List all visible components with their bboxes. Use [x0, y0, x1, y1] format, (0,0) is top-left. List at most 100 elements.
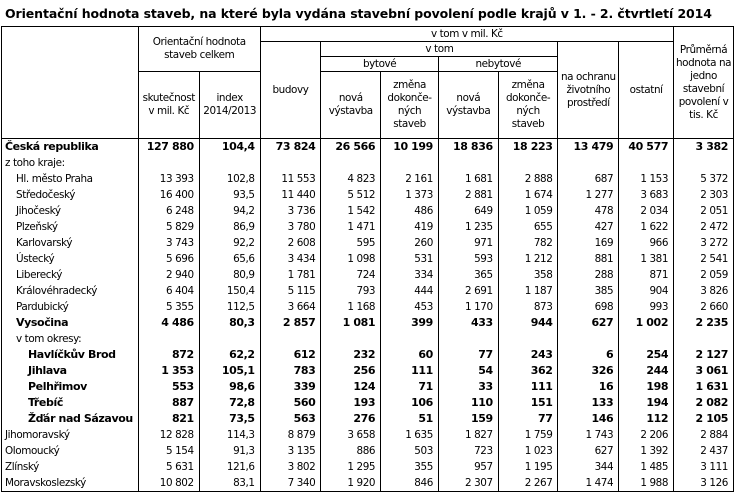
- cell-value: 86,9: [198, 219, 261, 235]
- row-label: Královéhradecký: [1, 283, 139, 299]
- cell-value: [557, 155, 620, 171]
- cell-value: 1 635: [380, 427, 439, 443]
- cell-value: 5 696: [137, 251, 200, 267]
- cell-value: 106: [380, 395, 439, 411]
- header-v-tom: v tom: [320, 41, 559, 57]
- cell-value: 444: [380, 283, 439, 299]
- cell-value: 1 681: [437, 171, 499, 187]
- cell-value: 3 126: [673, 475, 734, 492]
- cell-value: 77: [497, 411, 559, 427]
- cell-value: 627: [557, 443, 620, 459]
- table-row: Olomoucký 5 154 91,3 3 135 886 503 723 1 023 627…: [1, 443, 734, 459]
- table-row: Vysočina 4 486 80,3 2 857 1 081 399 433 944 627 1…: [1, 315, 734, 331]
- header-residential: bytové: [320, 56, 439, 72]
- cell-value: 872: [137, 347, 200, 363]
- table-row: Česká republika 127 880 104,4 73 824 26 566 1…: [1, 138, 734, 155]
- cell-value: 486: [380, 203, 439, 219]
- cell-value: 62,2: [198, 347, 261, 363]
- cell-value: [320, 155, 382, 171]
- row-label: Žďár nad Sázavou: [1, 411, 139, 427]
- cell-value: 560: [259, 395, 322, 411]
- cell-value: 993: [618, 299, 675, 315]
- header-new-construction-nonres: nová výstavba: [437, 71, 499, 139]
- cell-value: 133: [557, 395, 620, 411]
- cell-value: 1 212: [497, 251, 559, 267]
- cell-value: 433: [437, 315, 499, 331]
- cell-value: 2 082: [673, 395, 734, 411]
- row-label: Jihočeský: [1, 203, 139, 219]
- cell-value: 80,9: [198, 267, 261, 283]
- cell-value: 362: [497, 363, 559, 379]
- cell-value: 1 168: [320, 299, 382, 315]
- cell-value: 1 827: [437, 427, 499, 443]
- header-environment: na ochranu životního prostředí: [557, 41, 620, 139]
- cell-value: 3 434: [259, 251, 322, 267]
- cell-value: 1 353: [137, 363, 200, 379]
- cell-value: 698: [557, 299, 620, 315]
- cell-value: 159: [437, 411, 499, 427]
- cell-value: 3 743: [137, 235, 200, 251]
- cell-value: [673, 155, 734, 171]
- cell-value: 7 340: [259, 475, 322, 492]
- cell-value: 16: [557, 379, 620, 395]
- cell-value: 531: [380, 251, 439, 267]
- cell-value: [380, 155, 439, 171]
- cell-value: [137, 155, 200, 171]
- cell-value: 1 235: [437, 219, 499, 235]
- cell-value: 873: [497, 299, 559, 315]
- cell-value: 73,5: [198, 411, 261, 427]
- cell-value: 151: [497, 395, 559, 411]
- cell-value: 2 235: [673, 315, 734, 331]
- cell-value: 102,8: [198, 171, 261, 187]
- cell-value: 365: [437, 267, 499, 283]
- cell-value: 5 355: [137, 299, 200, 315]
- cell-value: 1 759: [497, 427, 559, 443]
- cell-value: 3 111: [673, 459, 734, 475]
- cell-value: 71: [380, 379, 439, 395]
- cell-value: [437, 155, 499, 171]
- table-row: Liberecký 2 940 80,9 1 781 724 334 365 358 288 87…: [1, 267, 734, 283]
- cell-value: 244: [618, 363, 675, 379]
- cell-value: [497, 155, 559, 171]
- cell-value: 91,3: [198, 443, 261, 459]
- cell-value: 198: [618, 379, 675, 395]
- cell-value: 3 780: [259, 219, 322, 235]
- table-row: Karlovarský 3 743 92,2 2 608 595 260 971 782 169…: [1, 235, 734, 251]
- cell-value: 846: [380, 475, 439, 492]
- cell-value: 77: [437, 347, 499, 363]
- cell-value: 339: [259, 379, 322, 395]
- cell-value: 1 195: [497, 459, 559, 475]
- cell-value: 1 059: [497, 203, 559, 219]
- cell-value: 427: [557, 219, 620, 235]
- cell-value: 1 277: [557, 187, 620, 203]
- cell-value: [198, 331, 261, 347]
- cell-value: 904: [618, 283, 675, 299]
- table-row: Jihočeský 6 248 94,2 3 736 1 542 486 649 1 059 4…: [1, 203, 734, 219]
- cell-value: 121,6: [198, 459, 261, 475]
- cell-value: 51: [380, 411, 439, 427]
- row-label: Česká republika: [1, 138, 139, 155]
- header-average: Průměrná hodnota na jedno stavební povol…: [673, 26, 734, 139]
- cell-value: 3 658: [320, 427, 382, 443]
- cell-value: 5 631: [137, 459, 200, 475]
- cell-value: 5 372: [673, 171, 734, 187]
- table-row: Jihomoravský 12 828 114,3 8 879 3 658 1 635 1 …: [1, 427, 734, 443]
- cell-value: 3 382: [673, 138, 734, 155]
- cell-value: 687: [557, 171, 620, 187]
- cell-value: 8 879: [259, 427, 322, 443]
- cell-value: 2 857: [259, 315, 322, 331]
- header-nonresidential: nebytové: [437, 56, 559, 72]
- cell-value: 355: [380, 459, 439, 475]
- row-label: Liberecký: [1, 267, 139, 283]
- header-blank: [1, 26, 139, 139]
- cell-value: 1 153: [618, 171, 675, 187]
- row-label: v tom okresy:: [1, 331, 139, 347]
- cell-value: 3 826: [673, 283, 734, 299]
- cell-value: 2 051: [673, 203, 734, 219]
- cell-value: [320, 331, 382, 347]
- cell-value: 1 781: [259, 267, 322, 283]
- row-label: Vysočina: [1, 315, 139, 331]
- cell-value: 2 888: [497, 171, 559, 187]
- header-buildings: budovy: [259, 41, 322, 139]
- table-row: Plzeňský 5 829 86,9 3 780 1 471 419 1 235 655 42…: [1, 219, 734, 235]
